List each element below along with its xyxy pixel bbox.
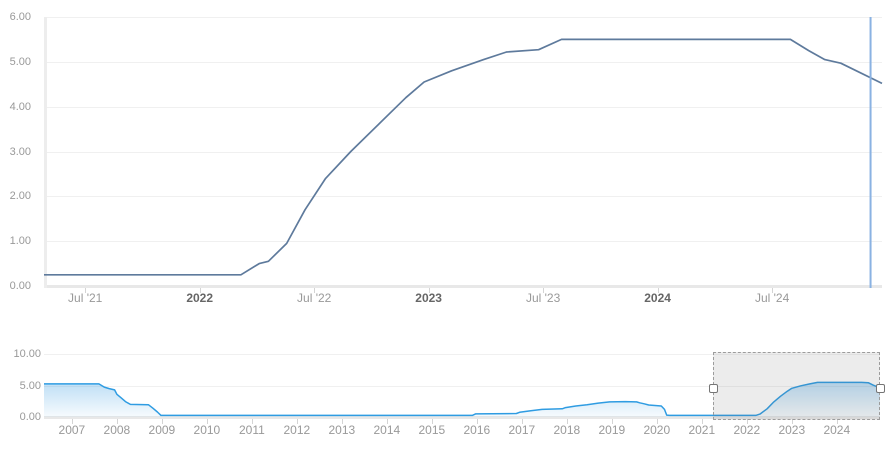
navigator-selected-range[interactable] <box>713 352 880 420</box>
main-series-line <box>44 38 883 276</box>
navigator-right-handle[interactable] <box>875 383 885 393</box>
navigator-area-series <box>44 382 880 417</box>
main-y-axis-line <box>44 17 47 288</box>
navigator-left-handle[interactable] <box>708 383 718 393</box>
navigator-series-line <box>44 381 881 417</box>
navigator-x-axis-line <box>44 416 880 419</box>
main-x-axis-line <box>44 285 882 288</box>
